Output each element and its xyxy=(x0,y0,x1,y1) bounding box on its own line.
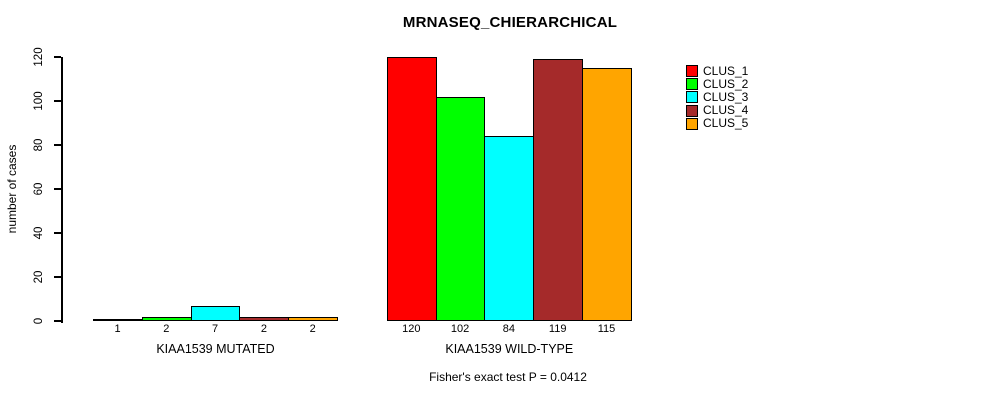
bar-kiaa1539-mutated-clus_4 xyxy=(239,316,290,321)
y-tick-label: 0 xyxy=(33,317,45,325)
bar-kiaa1539-wild-type-clus_2 xyxy=(435,96,486,321)
y-tick-label: 100 xyxy=(33,91,45,111)
y-axis-line xyxy=(61,57,63,323)
bar-value-label: 2 xyxy=(260,323,267,335)
y-tick xyxy=(54,56,61,58)
legend-label: CLUS_4 xyxy=(703,103,749,118)
bar-kiaa1539-wild-type-clus_5 xyxy=(582,68,632,321)
bar-value-label: 1 xyxy=(114,323,121,335)
bar-kiaa1539-mutated-clus_5 xyxy=(288,316,338,321)
bar-value-label: 84 xyxy=(502,323,516,335)
group-label: KIAA1539 MUTATED xyxy=(156,342,275,356)
legend-label: CLUS_1 xyxy=(703,63,749,78)
legend-swatch-clus_3 xyxy=(686,91,698,104)
y-tick-label: 80 xyxy=(33,138,45,152)
y-tick xyxy=(54,100,61,102)
bar-value-label: 2 xyxy=(309,323,316,335)
bar-kiaa1539-wild-type-clus_4 xyxy=(533,59,583,321)
bar-kiaa1539-wild-type-clus_3 xyxy=(484,136,535,321)
legend-label: CLUS_2 xyxy=(703,76,749,91)
y-tick xyxy=(54,232,61,234)
bar-value-label: 7 xyxy=(212,323,219,335)
bar-value-label: 2 xyxy=(163,323,170,335)
y-tick xyxy=(54,144,61,146)
bar-kiaa1539-mutated-clus_1 xyxy=(93,318,143,321)
y-tick-label: 120 xyxy=(33,47,45,67)
bar-value-label: 120 xyxy=(402,323,421,335)
y-axis-label: number of cases xyxy=(5,144,19,234)
y-tick-label: 40 xyxy=(33,226,45,240)
legend-swatch-clus_4 xyxy=(686,104,698,117)
bar-kiaa1539-mutated-clus_2 xyxy=(141,316,192,321)
y-tick xyxy=(54,188,61,190)
chart-title: MRNASEQ_CHIERARCHICAL xyxy=(402,14,618,31)
legend-swatch-clus_5 xyxy=(686,117,698,130)
legend-swatch-clus_1 xyxy=(686,65,698,77)
bar-value-label: 115 xyxy=(597,323,616,335)
y-tick xyxy=(54,320,61,322)
annotation-text: Fisher's exact test P = 0.0412 xyxy=(429,370,587,384)
bar-kiaa1539-mutated-clus_3 xyxy=(190,305,241,321)
legend-label: CLUS_5 xyxy=(703,116,749,131)
y-tick-label: 60 xyxy=(33,182,45,196)
legend-label: CLUS_3 xyxy=(703,89,749,104)
bar-kiaa1539-wild-type-clus_1 xyxy=(386,57,437,321)
y-tick-label: 20 xyxy=(33,270,45,284)
legend-swatch-clus_2 xyxy=(686,78,698,91)
group-label: KIAA1539 WILD-TYPE xyxy=(445,342,574,356)
bar-value-label: 102 xyxy=(450,323,470,335)
y-tick xyxy=(54,276,61,278)
bar-value-label: 119 xyxy=(548,323,567,335)
